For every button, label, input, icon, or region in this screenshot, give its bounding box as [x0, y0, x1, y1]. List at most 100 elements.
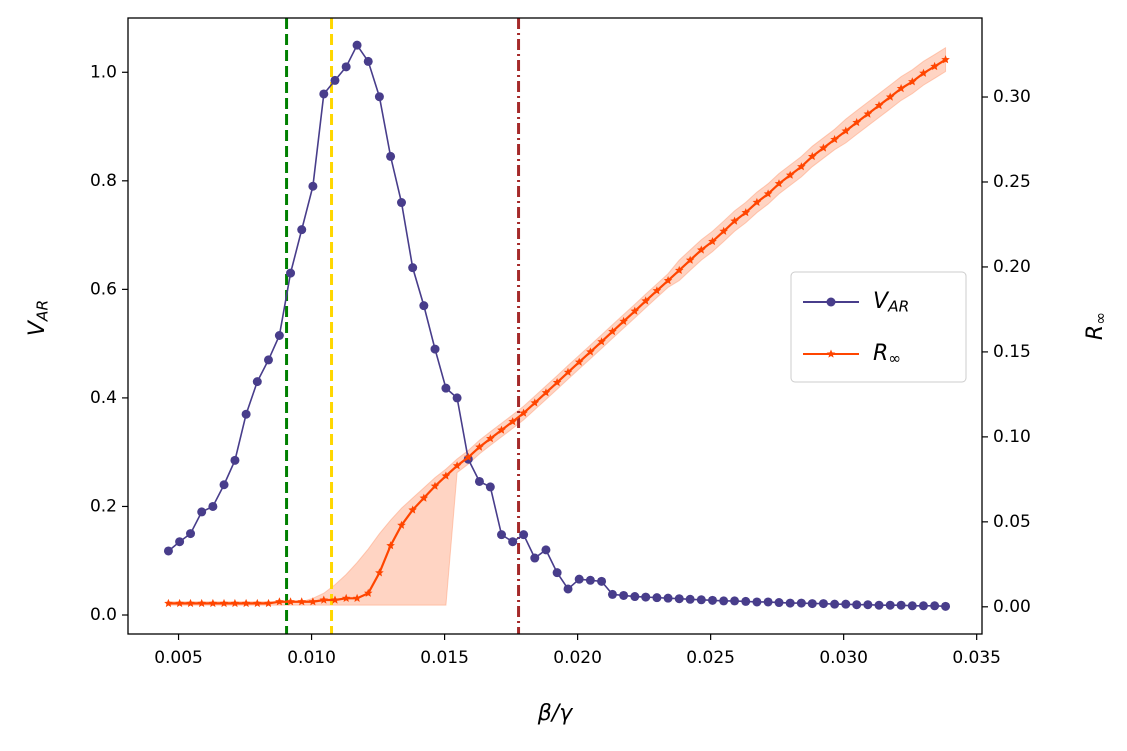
- point: [319, 595, 329, 604]
- point: [197, 598, 206, 608]
- point: [841, 599, 851, 609]
- point: [874, 600, 884, 610]
- point: [297, 597, 306, 606]
- x-tick-label: 0.020: [553, 648, 602, 668]
- point: [852, 600, 862, 610]
- point: [630, 306, 640, 315]
- point: [708, 237, 717, 246]
- point: [874, 101, 884, 110]
- point: [919, 68, 928, 77]
- confidence-band: [167, 46, 947, 606]
- y-tick-label: 0.2: [90, 496, 117, 516]
- point: [785, 598, 795, 608]
- point: [707, 595, 717, 605]
- y-tick-label: 0.0: [90, 605, 117, 625]
- point: [208, 598, 218, 608]
- point: [396, 198, 406, 208]
- point: [930, 61, 939, 71]
- point: [830, 135, 839, 144]
- point: [330, 595, 340, 604]
- legend-label: VAR: [873, 289, 909, 315]
- point: [841, 126, 851, 135]
- legend-marker: [826, 349, 836, 358]
- point: [819, 143, 828, 152]
- point: [741, 596, 751, 606]
- point: [896, 84, 906, 93]
- point: [297, 225, 307, 235]
- legend-marker: [826, 297, 836, 307]
- point: [807, 599, 817, 609]
- point: [264, 598, 273, 608]
- point: [519, 530, 529, 540]
- point: [941, 55, 950, 64]
- y2-tick-label: 0.10: [993, 427, 1031, 447]
- point: [486, 434, 495, 443]
- point: [241, 409, 251, 419]
- point: [574, 357, 584, 366]
- point: [652, 593, 662, 603]
- point: [286, 597, 295, 606]
- x-tick-label: 0.035: [952, 648, 1001, 668]
- point: [541, 388, 551, 397]
- point: [374, 92, 384, 102]
- point: [352, 40, 362, 50]
- point: [341, 62, 351, 72]
- point: [419, 493, 429, 502]
- point: [641, 296, 650, 305]
- point: [941, 601, 951, 611]
- point: [408, 263, 418, 273]
- point: [574, 574, 584, 584]
- plot-frame: [127, 17, 983, 635]
- point: [908, 77, 917, 86]
- point: [186, 598, 195, 608]
- y2-tick-label: 0.15: [993, 342, 1031, 362]
- point: [519, 408, 528, 417]
- point: [363, 56, 373, 66]
- point: [219, 480, 229, 490]
- point: [319, 89, 329, 99]
- x-tick-label: 0.015: [420, 648, 469, 668]
- point: [163, 546, 173, 556]
- point: [253, 598, 262, 608]
- x-tick-label: 0.005: [154, 648, 203, 668]
- point: [885, 600, 895, 610]
- point: [774, 598, 784, 608]
- point: [752, 597, 762, 607]
- point: [741, 208, 750, 217]
- point: [663, 593, 673, 603]
- point: [497, 530, 507, 540]
- x-axis-label: β/γ: [537, 701, 573, 726]
- point: [485, 482, 495, 492]
- point: [641, 592, 651, 602]
- point: [286, 268, 296, 278]
- point: [430, 344, 440, 354]
- point: [730, 216, 739, 225]
- point: [619, 316, 628, 325]
- y2-tick-label: 0.30: [993, 87, 1031, 107]
- point: [252, 377, 262, 387]
- point: [541, 545, 551, 555]
- point: [352, 593, 362, 602]
- point: [885, 92, 895, 101]
- y2-tick-label: 0.00: [993, 597, 1031, 617]
- point: [797, 162, 806, 171]
- point: [530, 553, 540, 563]
- x-tick-label: 0.030: [819, 648, 868, 668]
- point: [663, 276, 673, 285]
- point: [719, 596, 729, 606]
- point: [474, 476, 484, 486]
- point: [597, 576, 607, 586]
- point: [696, 595, 706, 605]
- point: [341, 593, 351, 602]
- x-tick-label: 0.010: [287, 648, 336, 668]
- point: [552, 378, 562, 387]
- point: [441, 383, 451, 393]
- point: [330, 75, 340, 85]
- point: [397, 520, 406, 529]
- point: [497, 425, 506, 434]
- legend-label: R∞: [873, 341, 901, 367]
- point: [796, 598, 806, 608]
- point: [585, 575, 595, 585]
- point: [563, 367, 573, 376]
- point: [607, 589, 617, 599]
